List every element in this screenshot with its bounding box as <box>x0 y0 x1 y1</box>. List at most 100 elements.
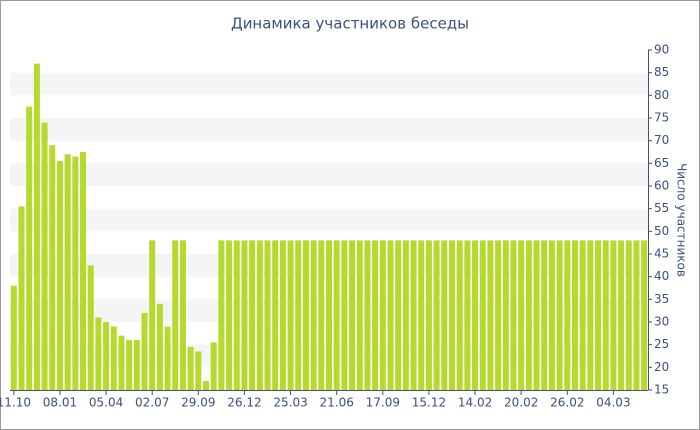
bar <box>356 240 363 390</box>
bar <box>518 240 525 390</box>
x-tick-label: 05.04 <box>89 396 123 410</box>
bar <box>349 240 356 390</box>
bar <box>618 240 625 390</box>
grid-band <box>10 163 648 186</box>
bar <box>164 326 171 390</box>
bar <box>179 240 186 390</box>
x-tick-label: 20.02 <box>504 396 538 410</box>
bar <box>625 240 632 390</box>
bar <box>379 240 386 390</box>
y-tick-label: 90 <box>654 43 669 57</box>
bar <box>256 240 263 390</box>
bar <box>433 240 440 390</box>
bar <box>56 161 63 390</box>
y-tick-label: 15 <box>654 383 669 397</box>
bar <box>579 240 586 390</box>
bar <box>64 154 71 390</box>
bar <box>80 152 87 390</box>
y-tick-label: 65 <box>654 156 669 170</box>
bar <box>464 240 471 390</box>
bar <box>564 240 571 390</box>
y-tick-label: 80 <box>654 88 669 102</box>
bar <box>541 240 548 390</box>
bar <box>279 240 286 390</box>
bar <box>149 240 156 390</box>
bar <box>103 322 110 390</box>
bar <box>410 240 417 390</box>
x-tick-label: 14.02 <box>458 396 492 410</box>
bar <box>72 156 79 390</box>
bar <box>87 265 94 390</box>
bar <box>633 240 640 390</box>
bar <box>95 317 102 390</box>
bar <box>195 351 202 390</box>
grid-band <box>10 208 648 232</box>
bar <box>295 240 302 390</box>
bar <box>456 240 463 390</box>
bar <box>210 342 217 390</box>
bar <box>502 240 509 390</box>
y-tick-label: 50 <box>654 224 669 238</box>
bar <box>587 240 594 390</box>
y-tick-label: 20 <box>654 360 669 374</box>
bar <box>602 240 609 390</box>
x-tick-label: 21.06 <box>320 396 354 410</box>
bar <box>41 122 48 391</box>
y-tick-label: 45 <box>654 247 669 261</box>
bar <box>218 240 225 390</box>
bar <box>133 340 140 390</box>
y-axis-title: Число участников <box>675 163 689 277</box>
bar <box>233 240 240 390</box>
bar <box>341 240 348 390</box>
bar <box>364 240 371 390</box>
y-tick-label: 40 <box>654 269 669 283</box>
bar <box>264 240 271 390</box>
grid-band <box>10 72 648 96</box>
bar <box>333 240 340 390</box>
bar <box>326 240 332 390</box>
bar <box>203 380 210 390</box>
bar <box>425 240 432 390</box>
bar <box>571 240 578 390</box>
bar <box>402 240 409 390</box>
bar <box>118 335 125 390</box>
x-tick-label: 26.12 <box>227 396 261 410</box>
bar <box>548 240 555 390</box>
bar <box>510 240 517 390</box>
bar <box>448 240 455 390</box>
bar <box>487 240 494 390</box>
bar <box>302 240 309 390</box>
bar <box>110 326 117 390</box>
bar <box>418 240 425 390</box>
bar <box>241 240 248 390</box>
y-tick-label: 35 <box>654 292 669 306</box>
bar <box>533 240 540 390</box>
bar <box>441 240 448 390</box>
x-tick-label: 11.10 <box>0 396 31 410</box>
bar <box>18 206 25 390</box>
bar <box>479 240 486 390</box>
grid-band <box>10 118 648 141</box>
bar <box>226 240 233 390</box>
bar <box>287 240 294 390</box>
x-tick-label: 15.12 <box>412 396 446 410</box>
bar <box>495 240 502 390</box>
bar <box>310 240 317 390</box>
x-tick-label: 25.03 <box>273 396 307 410</box>
bar <box>318 240 325 390</box>
bar <box>33 63 40 390</box>
bar <box>126 340 133 390</box>
bar <box>395 240 402 390</box>
y-tick-label: 85 <box>654 65 669 79</box>
bar <box>272 240 279 390</box>
bar <box>595 240 602 390</box>
bar <box>372 240 379 390</box>
bar <box>610 240 617 390</box>
bar <box>187 346 194 390</box>
bar <box>387 240 394 390</box>
y-tick-label: 70 <box>654 133 669 147</box>
x-tick-label: 02.07 <box>135 396 169 410</box>
x-tick-label: 29.09 <box>181 396 215 410</box>
